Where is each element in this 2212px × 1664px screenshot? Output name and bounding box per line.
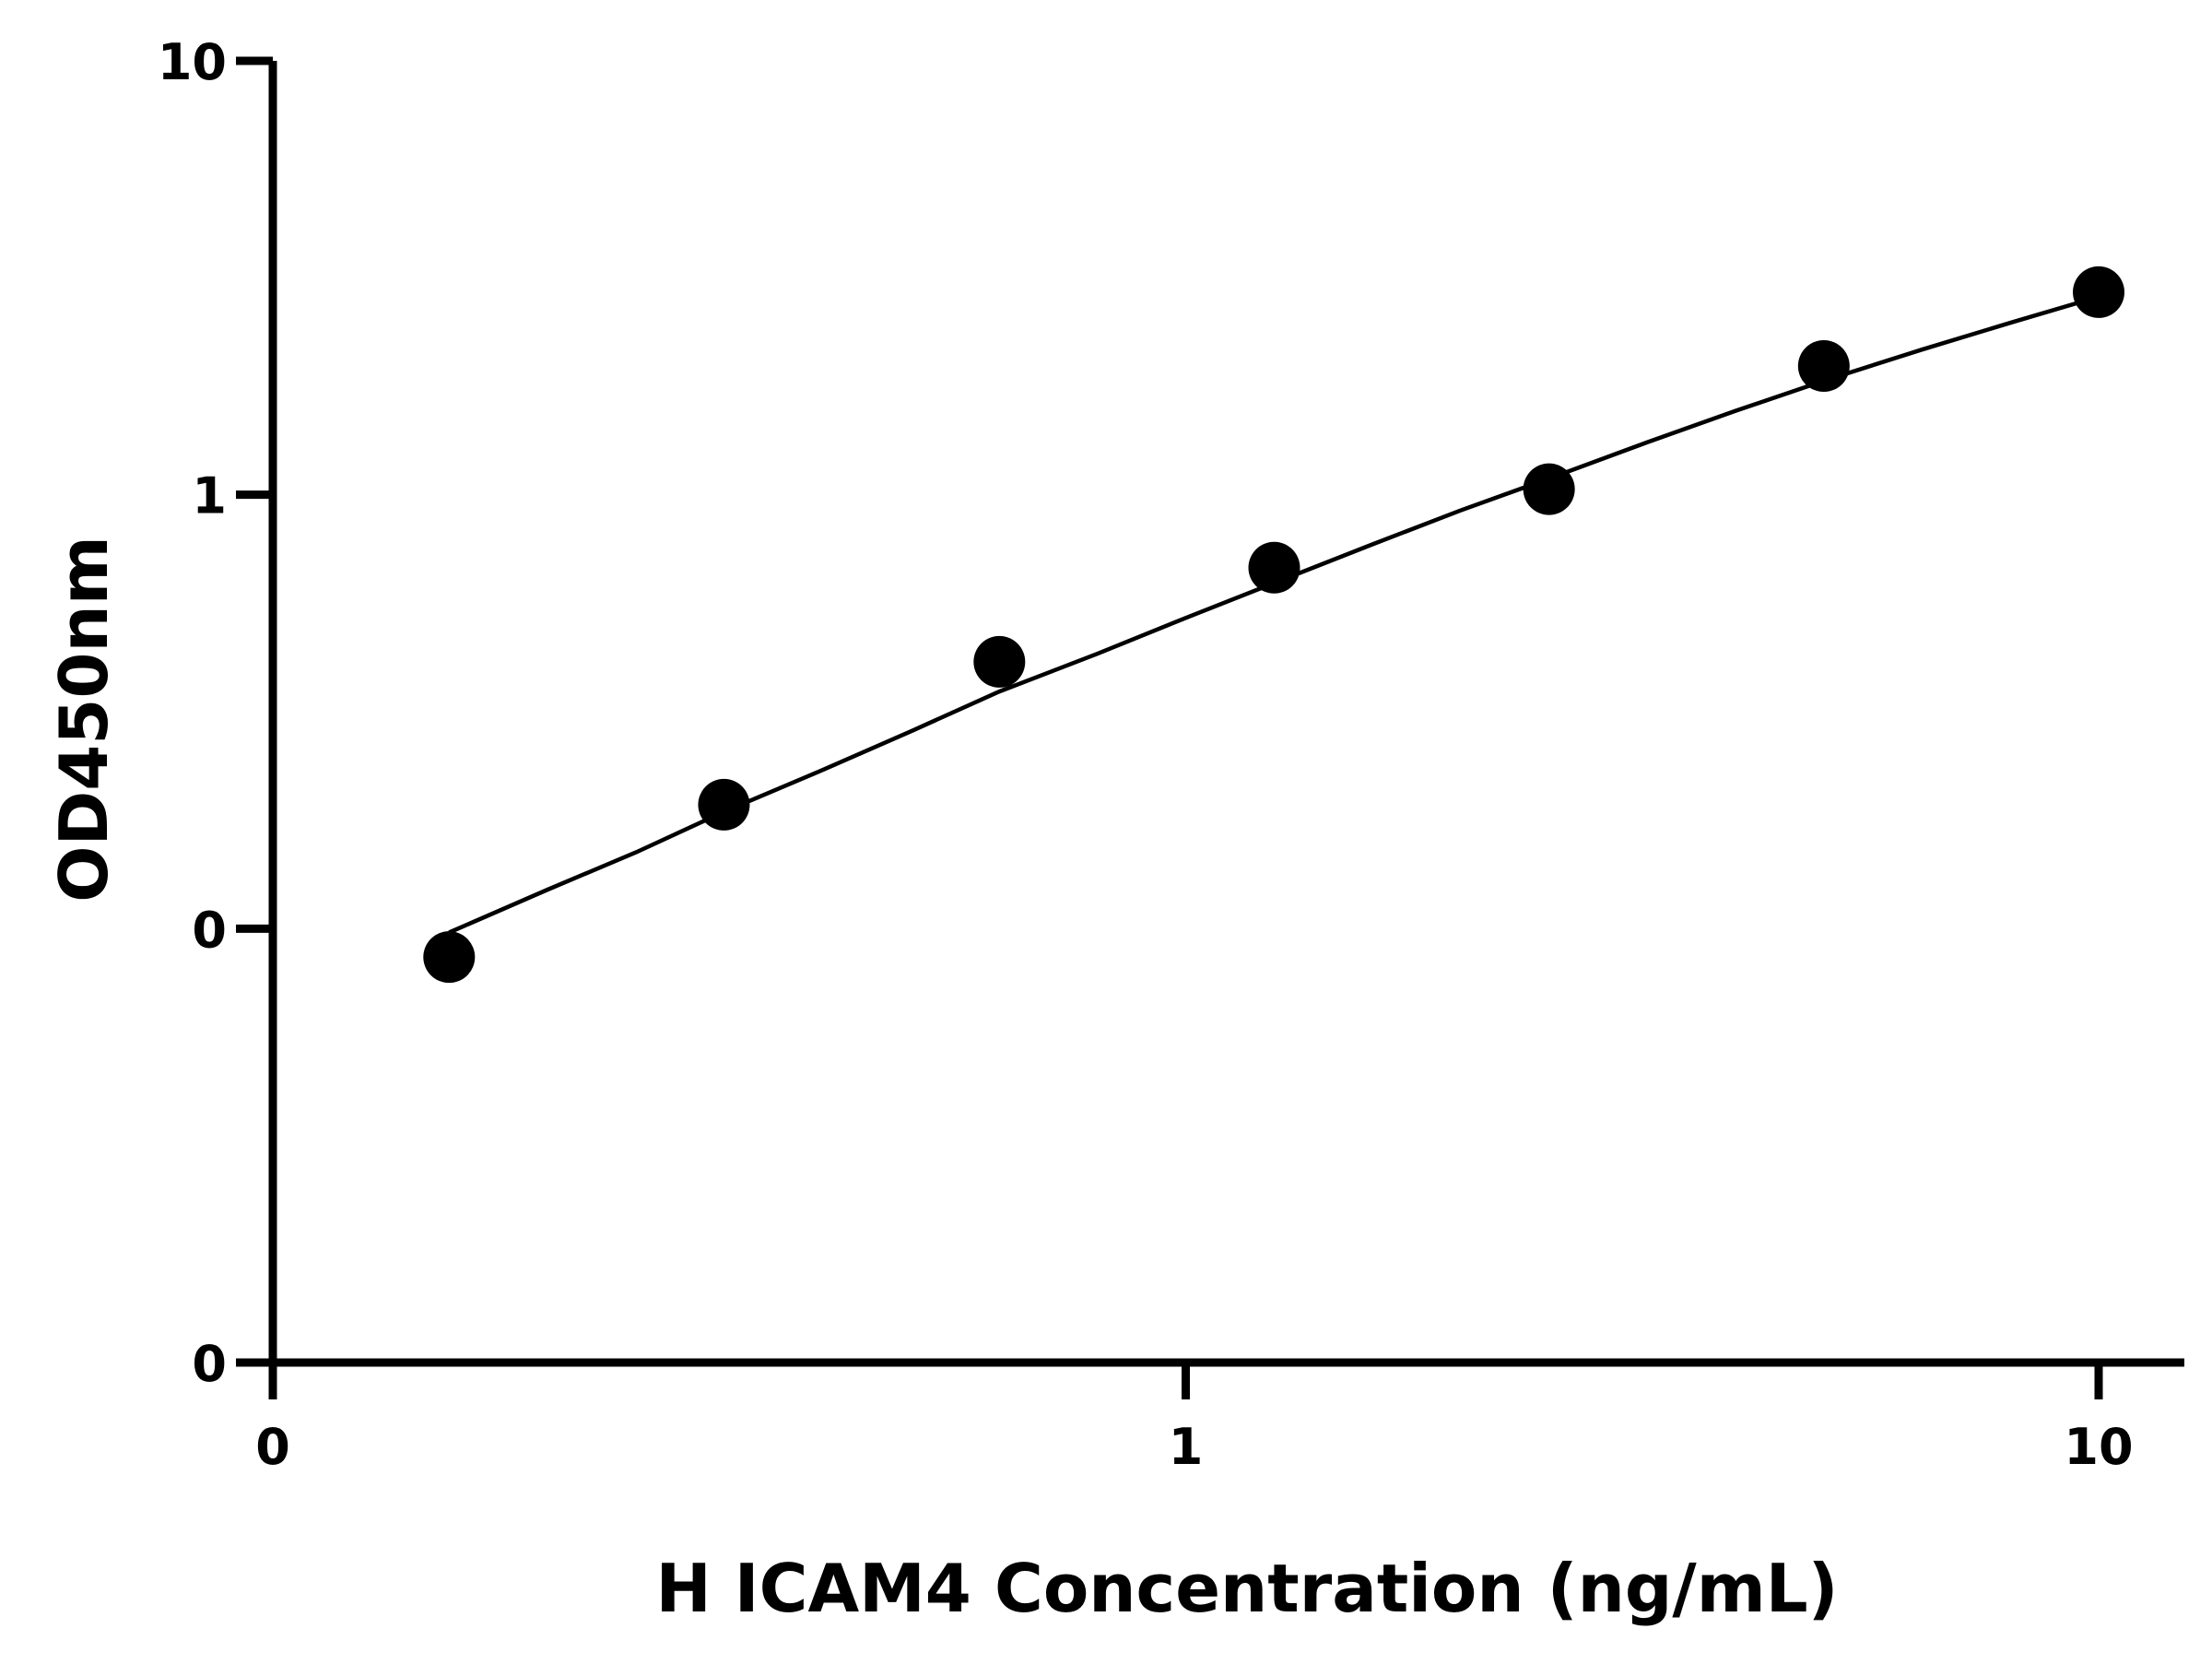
data-points [423,266,2124,984]
y-axis-title: OD450nm [45,536,123,903]
data-point [1248,541,1300,594]
x-tick-label: 10 [2064,1418,2133,1476]
y-tick-label: 10 [158,33,227,91]
data-point [973,635,1026,688]
fit-curve [448,294,2100,935]
data-point [2073,266,2124,318]
data-point [1797,340,1850,393]
y-tick-label: 0 [192,1335,227,1393]
x-tick-label: 1 [1169,1418,1204,1476]
data-point [698,778,750,831]
x-tick-label: 0 [255,1418,290,1476]
y-tick-label: 1 [192,467,227,525]
y-tick-label: 0 [192,901,227,959]
data-point [1523,463,1575,515]
axes [268,61,2184,1367]
data-point [423,931,476,984]
x-axis-title: H ICAM4 Concentration (ng/mL) [655,1550,1838,1627]
